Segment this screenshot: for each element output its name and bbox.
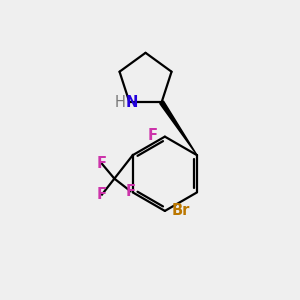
Text: F: F [96,156,106,171]
Polygon shape [160,101,197,155]
Text: F: F [125,184,135,199]
Text: Br: Br [171,203,190,218]
Text: F: F [97,187,107,202]
Text: H: H [115,95,126,110]
Text: F: F [147,128,158,142]
Text: N: N [126,95,138,110]
